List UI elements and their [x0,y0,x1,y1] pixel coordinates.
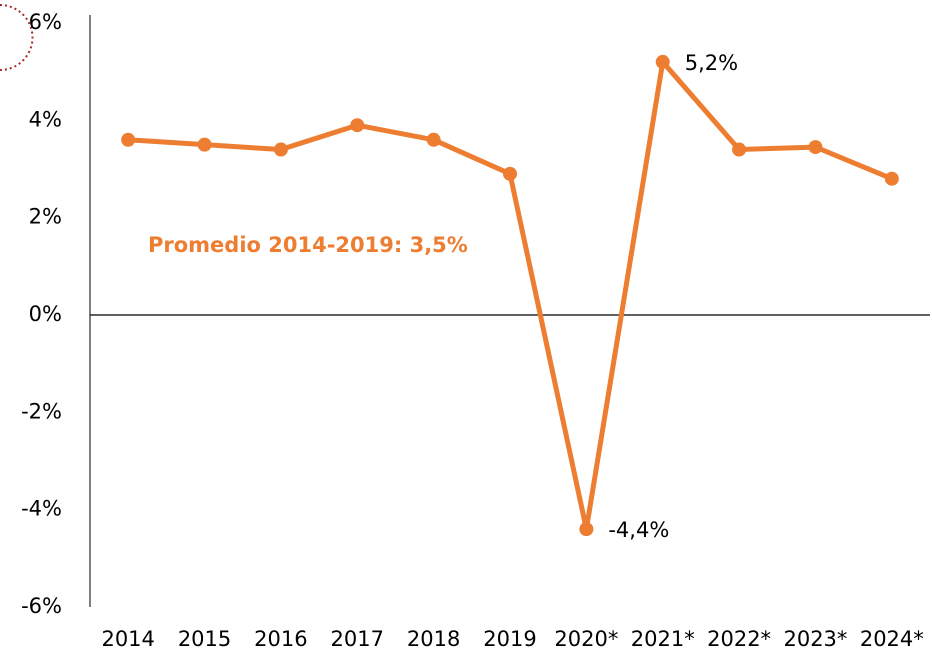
point [350,118,365,133]
x-tick-label: 2018 [407,627,460,651]
x-tick-label: 2024* [860,627,924,651]
x-tick-label: 2022* [707,627,771,651]
x-tick-label: 2017 [331,627,384,651]
x-tick-label: 2023* [783,627,847,651]
y-tick-label: -4% [21,497,62,521]
x-tick-label: 2015 [178,627,231,651]
y-tick-label: -6% [21,594,62,618]
point [197,137,212,152]
point [121,132,136,147]
y-tick-label: 6% [29,10,62,34]
data-label: 5,2% [685,51,738,75]
point [426,132,441,147]
point [808,140,823,155]
x-tick-label: 2021* [631,627,695,651]
point [273,142,288,157]
decoration [0,4,34,71]
y-tick-label: 2% [29,205,62,229]
point [503,166,517,181]
point [655,54,670,69]
y-tick-label: 4% [29,107,62,131]
y-tick-label: 0% [29,302,62,326]
x-tick-label: 2014 [101,627,154,651]
point [732,142,747,157]
data-label: -4,4% [608,518,669,542]
annotation: Promedio 2014-2019: 3,5% [148,233,468,257]
x-tick-label: 2020* [554,627,618,651]
y-tick-label: -2% [21,399,62,423]
point [884,171,899,186]
x-tick-label: 2016 [254,627,307,651]
line [128,59,893,532]
x-tick-label: 2019 [483,627,536,651]
point [579,522,594,537]
